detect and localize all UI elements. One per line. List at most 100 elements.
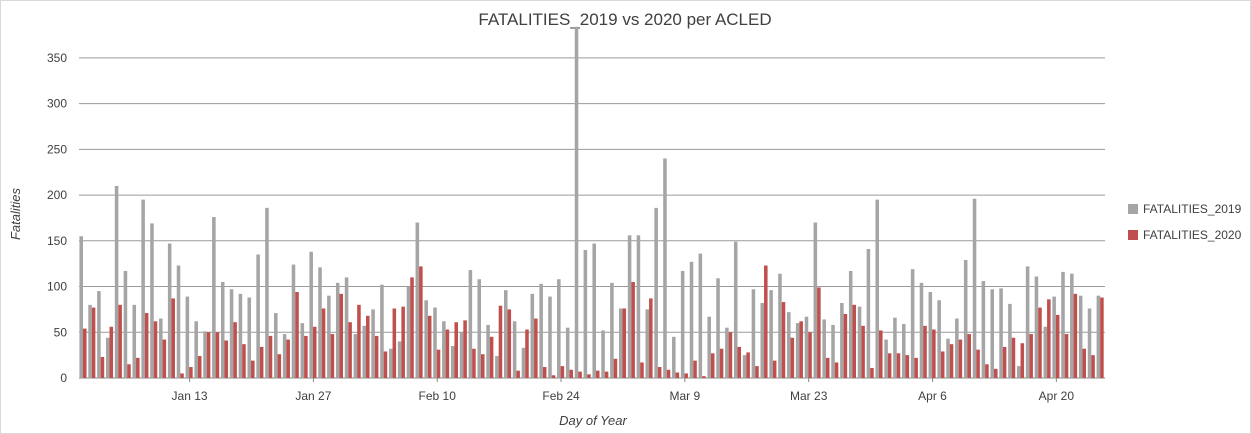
bar-fatalities-2019 <box>955 318 959 378</box>
bar-fatalities-2020 <box>339 293 344 378</box>
legend-label: FATALITIES_2019 <box>1143 202 1242 216</box>
bar-fatalities-2019 <box>318 267 322 378</box>
bar-fatalities-2020 <box>887 353 892 378</box>
bar-fatalities-2019 <box>300 323 305 378</box>
bar-fatalities-2020 <box>357 304 361 378</box>
bar-fatalities-2020 <box>171 298 175 378</box>
bar-fatalities-2019 <box>990 289 994 378</box>
bar-fatalities-2020 <box>295 292 299 378</box>
bar-fatalities-2020 <box>1002 346 1007 378</box>
x-tick-label: Mar 9 <box>670 389 701 403</box>
bar-fatalities-2020 <box>675 372 680 378</box>
y-tick-label: 100 <box>47 280 67 294</box>
bar-fatalities-2020 <box>755 366 759 378</box>
bar-fatalities-2019 <box>309 251 313 378</box>
bar-fatalities-2019 <box>1008 303 1012 378</box>
bar-fatalities-2020 <box>542 367 547 378</box>
bar-fatalities-2020 <box>242 344 246 378</box>
bar-fatalities-2019 <box>247 297 252 378</box>
bar-fatalities-2019 <box>902 324 906 378</box>
bar-fatalities-2019 <box>893 317 897 378</box>
bar-fatalities-2019 <box>787 312 791 378</box>
bar-fatalities-2019 <box>733 241 738 378</box>
bar-fatalities-2020 <box>879 330 883 378</box>
bar-fatalities-2020 <box>666 369 671 378</box>
bar-fatalities-2019 <box>636 235 641 378</box>
bar-fatalities-2020 <box>419 266 423 378</box>
bar-fatalities-2019 <box>698 253 703 378</box>
bar-fatalities-2020 <box>737 346 742 378</box>
bar-fatalities-2019 <box>468 270 473 378</box>
bar-fatalities-2019 <box>601 330 605 378</box>
y-tick-label: 50 <box>54 325 68 339</box>
bar-fatalities-2020 <box>595 370 600 378</box>
bar-fatalities-2019 <box>291 264 296 378</box>
bar-fatalities-2020 <box>233 322 237 378</box>
bar-fatalities-2019 <box>362 325 367 378</box>
bar-fatalities-2019 <box>389 348 393 378</box>
bar-fatalities-2019 <box>159 318 163 378</box>
bar-fatalities-2020 <box>516 370 520 378</box>
bar-fatalities-2019 <box>503 290 508 378</box>
bar-fatalities-2020 <box>693 360 697 378</box>
bar-fatalities-2019 <box>548 296 552 378</box>
bar-fatalities-2019 <box>663 158 667 378</box>
bar-fatalities-2019 <box>114 185 119 378</box>
bar-fatalities-2019 <box>256 254 260 378</box>
bar-fatalities-2020 <box>100 356 105 378</box>
bar-fatalities-2020 <box>640 362 644 378</box>
chart-title: FATALITIES_2019 vs 2020 per ACLED <box>478 10 771 29</box>
bar-fatalities-2019 <box>486 324 490 378</box>
bar-fatalities-2020 <box>790 337 795 378</box>
y-tick-labels: 0 50 100 150 200 250 300 350 <box>47 51 67 385</box>
bar-fatalities-2020 <box>268 335 273 378</box>
bar-fatalities-2019 <box>707 316 711 378</box>
bar-fatalities-2019 <box>530 293 535 378</box>
bar-fatalities-2019 <box>831 324 835 378</box>
bar-fatalities-2019 <box>972 198 977 378</box>
bar-fatalities-2019 <box>919 282 924 378</box>
bar-fatalities-2020 <box>932 329 936 378</box>
bar-fatalities-2019 <box>353 334 358 378</box>
bar-fatalities-2019 <box>344 277 349 378</box>
bar-fatalities-2020 <box>118 304 122 378</box>
y-tick-label: 250 <box>47 142 67 156</box>
bar-fatalities-2020 <box>604 371 609 378</box>
bar-fatalities-2020 <box>702 376 706 378</box>
bar-fatalities-2019 <box>477 279 481 378</box>
bar-fatalities-2019 <box>751 289 756 378</box>
bar-fatalities-2019 <box>141 199 145 378</box>
bar-fatalities-2020 <box>649 298 653 378</box>
bar-fatalities-2020 <box>1055 314 1060 378</box>
bar-fatalities-2019 <box>1052 296 1056 378</box>
y-tick-label: 350 <box>47 51 67 65</box>
bar-fatalities-2019 <box>424 300 428 378</box>
bar-fatalities-2019 <box>565 327 570 378</box>
bar-fatalities-2019 <box>229 289 234 378</box>
x-axis-label: Day of Year <box>559 413 627 428</box>
bar-fatalities-2019 <box>397 341 402 378</box>
bar-fatalities-2019 <box>282 334 287 378</box>
bar-fatalities-2020 <box>304 335 308 378</box>
bar-fatalities-2020 <box>870 367 874 378</box>
x-tick-labels: Jan 13 Jan 27 Feb 10 Feb 24 Mar 9 Mar 23 Apr 6… <box>172 378 1074 403</box>
bar-fatalities-2019 <box>557 279 561 378</box>
bar-fatalities-2020 <box>321 308 326 378</box>
y-tick-label: 150 <box>47 234 67 248</box>
bar-fatalities-2020 <box>861 325 865 378</box>
bar-fatalities-2019 <box>1016 366 1021 378</box>
bar-fatalities-2019 <box>627 235 632 378</box>
bar-fatalities-2020 <box>144 313 149 378</box>
bar-fatalities-2019 <box>97 291 101 378</box>
bar-fatalities-2019 <box>716 278 720 378</box>
bar-fatalities-2019 <box>1061 271 1065 378</box>
bar-fatalities-2020 <box>587 374 591 378</box>
bar-fatalities-2020 <box>153 321 158 378</box>
bar-fatalities-2020 <box>994 368 998 378</box>
bar-fatalities-2019 <box>804 316 809 378</box>
bar-fatalities-2020 <box>197 356 202 378</box>
x-tick-label: Jan 27 <box>295 389 331 403</box>
bar-fatalities-2019 <box>212 217 216 378</box>
bar-fatalities-2020 <box>551 375 556 378</box>
bar-fatalities-2019 <box>123 270 128 378</box>
